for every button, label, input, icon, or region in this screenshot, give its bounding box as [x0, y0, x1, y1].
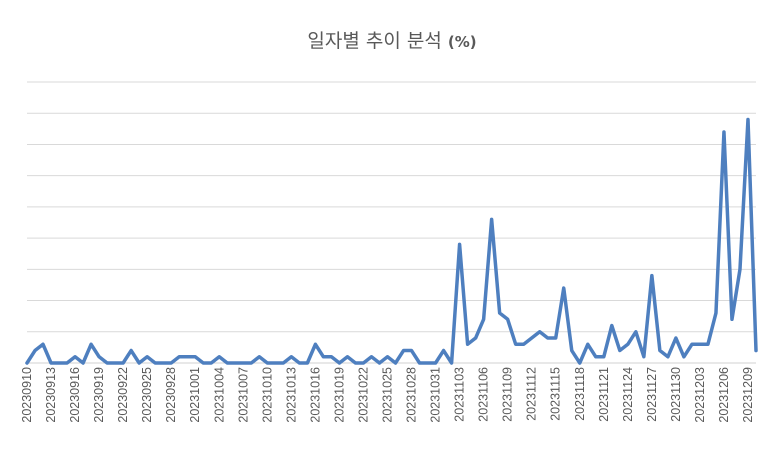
x-tick-label: 20231007: [236, 367, 250, 423]
x-tick-label: 20231028: [405, 367, 419, 423]
x-tick-label: 20230925: [140, 367, 154, 423]
x-tick-label: 20231019: [332, 367, 346, 423]
x-tick-label: 20231022: [356, 367, 370, 423]
x-tick-label: 20230928: [164, 367, 178, 423]
x-tick-label: 20230910: [20, 367, 34, 423]
x-tick-label: 20231206: [717, 367, 731, 423]
chart-title-unit: (%): [447, 33, 477, 51]
x-tick-label: 20231112: [525, 367, 539, 421]
x-tick-label: 20231127: [645, 367, 659, 422]
series-line: [25, 117, 758, 365]
x-tick-label: 20231106: [477, 367, 491, 422]
x-tick-label: 20231109: [501, 367, 515, 422]
series-lines: [25, 117, 758, 365]
x-tick-label: 20231121: [597, 367, 611, 422]
x-tick-label: 20231004: [212, 367, 226, 423]
x-tick-label: 20231103: [453, 367, 467, 422]
x-tick-label: 20231124: [621, 367, 635, 422]
x-tick-label: 20231001: [188, 367, 202, 423]
x-tick-label: 20231118: [573, 367, 587, 421]
x-tick-label: 20231013: [284, 367, 298, 423]
x-tick-label: 20230913: [44, 367, 58, 423]
x-tick-labels: 20230910 20230913 20230916 20230919 20230922…: [20, 367, 755, 423]
chart-title: 일자별 추이 분석 (%): [0, 26, 784, 53]
x-tick-label: 20231115: [549, 367, 563, 421]
x-tick-label: 20231031: [429, 367, 443, 423]
x-tick-label: 20230919: [92, 367, 106, 423]
x-tick-label: 20230922: [116, 367, 130, 423]
x-tick-label: 20231209: [741, 367, 755, 423]
chart-title-text: 일자별 추이 분석: [307, 30, 442, 52]
x-tick-label: 20231025: [380, 367, 394, 423]
x-tick-label: 20231203: [693, 367, 707, 423]
x-tick-label: 20231130: [669, 367, 683, 422]
x-tick-label: 20231010: [260, 367, 274, 423]
x-tick-label: 20230916: [68, 367, 82, 423]
x-tick-label: 20231016: [308, 367, 322, 423]
